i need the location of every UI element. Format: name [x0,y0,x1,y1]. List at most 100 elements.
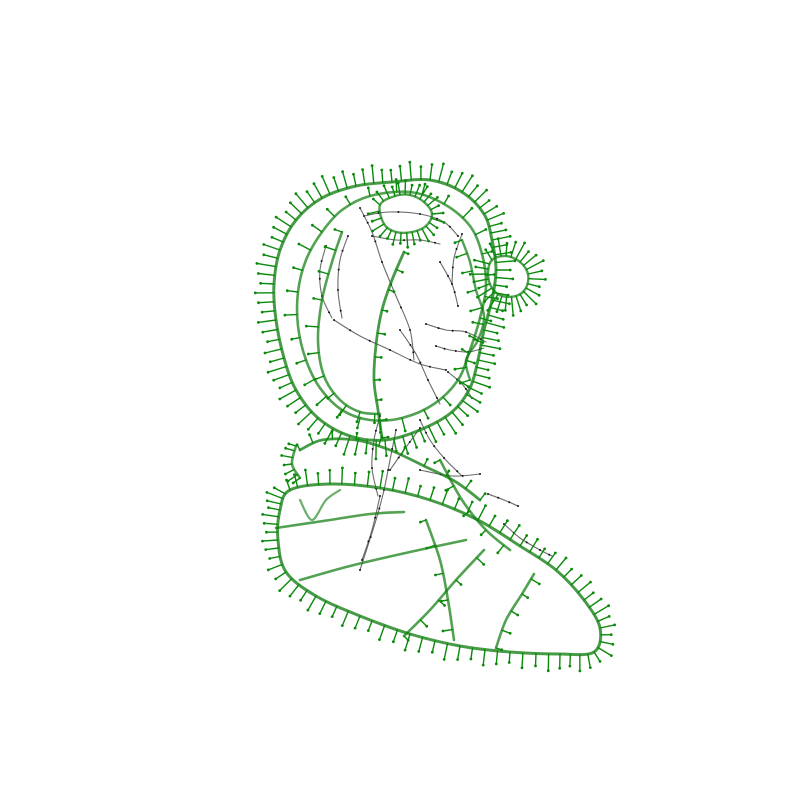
torso-fold-6-tick-tip [440,599,443,603]
head-inner-normal-tick [485,273,496,276]
eye-tuft-tick-tip [418,183,421,187]
head-inner-tick-tip [473,361,476,365]
eye-tuft-tick-tip [436,196,439,199]
head-inner-tick-tip [379,431,382,434]
chin-line-point [465,388,467,390]
face-front-normal-tick [305,325,320,328]
head-outer-normal-tick [390,169,393,183]
head-outer-normal-tick [480,344,501,350]
head-outer-normal-tick [478,351,495,357]
head-inner-tick-tip [366,186,370,190]
torso-fold-5-normal-tick [445,485,455,491]
eye-tuft-tick-tip [437,204,440,208]
head-outer-normal-tick [419,429,426,442]
eye-tuft-tick-tip [371,197,375,201]
head-outer-tick-tip [306,427,310,431]
center-line-tick-tip [383,332,387,336]
torso-tick-tip [546,669,550,673]
head-outer-normal-tick [341,170,348,189]
face-front-tick-tip [333,228,337,231]
torso-fold-5-tick-tip [444,488,448,492]
head-inner-tick-tip [403,429,407,433]
bun-tick-tip [473,258,476,262]
profile-tick-tip [469,309,473,313]
head-outer-normal-tick [263,243,281,251]
lip-line-point [443,347,446,350]
collar-normal-tick [464,480,472,490]
profile-tick-tip [466,290,470,294]
head-outer-normal-tick [343,435,351,455]
head-inner-normal-tick [292,267,304,271]
head-inner-normal-tick [395,178,398,193]
cheek-line [333,319,447,371]
torso-tick-tip [568,664,572,668]
profile-normal-tick [454,366,467,370]
torso-fold-6 [424,518,456,642]
collar-tick-tip [355,431,359,435]
bun-tick-tip [537,293,541,297]
torso-tick-tip [265,491,269,494]
torso-tick-tip [506,519,509,523]
shirt-line-4-point [374,516,377,519]
cheek-line-point [445,369,447,371]
torso-normal-tick [577,581,592,594]
head-outer-normal-tick [306,190,316,204]
jaw-line [399,329,441,405]
head-outer-normal-tick [261,310,276,313]
torso-normal-tick [597,646,613,657]
head-outer-tick-tip [442,162,445,166]
head-outer-tick-tip [408,160,412,164]
head-outer-tick-tip [419,165,423,169]
torso-normal-tick [521,652,524,669]
eye-tuft-normal-tick [429,204,440,211]
torso-fold-4-tick-tip [537,582,541,586]
bun-tick-tip [477,286,481,290]
head-outer-normal-tick [469,387,483,395]
head-outer-tick-tip [461,423,464,426]
torso-tick-tip [609,633,613,637]
torso-fold-6-tick-tip [419,520,422,524]
head-outer-tick-tip [263,351,267,355]
head-outer-tick-tip [495,331,499,335]
torso-normal-tick [587,653,591,669]
torso-tick-tip [340,624,344,627]
shirt-line-4-point [367,540,370,543]
torso-tick-tip [293,473,296,476]
eye-tuft-tick-tip [404,179,407,182]
head-outer-tick-tip [487,376,491,380]
head-outer-normal-tick [477,359,496,365]
eye-tuft-tick-tip [378,234,382,238]
bun-tick-tip [503,308,507,312]
eye-tuft-normal-tick [425,225,435,236]
torso-tick-tip [493,514,497,518]
head-outer-normal-tick [295,192,309,209]
eye-tuft-normal-tick [371,223,385,232]
head-outer-normal-tick [279,389,297,400]
bun-normal-tick [497,237,502,257]
profile-tick-tip [471,320,475,324]
torso-fold-7 [298,488,342,522]
eye-tuft-tick-tip [386,237,389,240]
head-outer-normal-tick [427,425,437,443]
torso-normal-tick [599,624,616,629]
head-outer-normal-tick [488,222,503,228]
torso-normal-tick [453,498,460,510]
torso-normal-tick [265,547,280,551]
head-outer-tick-tip [272,378,276,382]
torso-fold-3-tick-tip [459,583,463,586]
head-outer-normal-tick [257,272,276,276]
head-inner-tick-tip [426,416,430,420]
torso-fold-3 [402,548,486,638]
head-outer-tick-tip [501,317,505,321]
head-inner-tick-tip [297,242,301,246]
eye-tuft-normal-tick [426,196,439,207]
head-outer-tick-tip [450,170,454,174]
torso-normal-tick [367,620,373,632]
torso-tick-tip [599,597,603,601]
eye-tuft-normal-tick [397,182,401,196]
head-outer-tick-tip [289,201,292,205]
head-outer-tick-tip [260,310,264,314]
head-outer-normal-tick [275,216,292,228]
head-outer-tick-tip [278,386,282,390]
neck-left-point [374,429,377,432]
